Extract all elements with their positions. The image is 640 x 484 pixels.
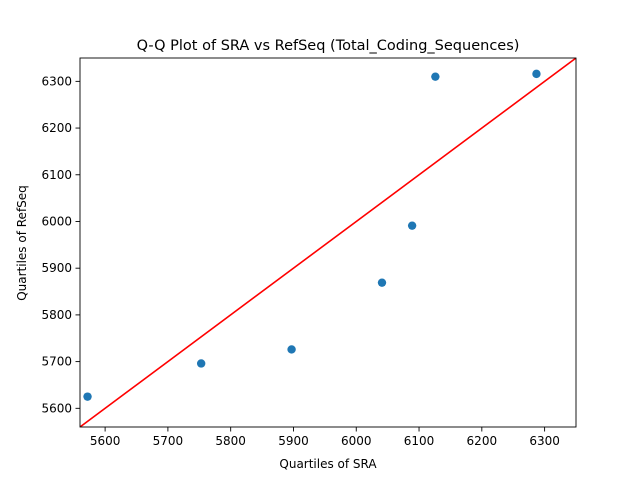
y-tick-label: 6000 <box>41 214 72 228</box>
x-tick-label: 5800 <box>215 434 246 448</box>
x-tick-label: 6300 <box>529 434 560 448</box>
data-point <box>431 72 440 81</box>
data-point <box>287 345 296 354</box>
data-point <box>83 392 92 401</box>
x-tick-label: 6200 <box>467 434 498 448</box>
y-tick-label: 6100 <box>41 168 72 182</box>
y-tick-label: 5600 <box>41 401 72 415</box>
axes-frame <box>79 57 577 428</box>
x-tick-label: 6100 <box>404 434 435 448</box>
y-tick-label: 6300 <box>41 74 72 88</box>
x-tick-label: 5600 <box>90 434 121 448</box>
data-point <box>377 278 387 287</box>
chart-title: Q-Q Plot of SRA vs RefSeq (Total_Coding_… <box>137 38 520 54</box>
data-point <box>196 359 206 368</box>
data-point <box>407 221 417 230</box>
x-tick-label: 5700 <box>153 434 184 448</box>
x-tick-label: 6000 <box>341 434 372 448</box>
y-tick-label: 6200 <box>41 121 72 135</box>
reference-line <box>80 58 576 427</box>
y-tick-label: 5700 <box>41 355 72 369</box>
x-tick-label: 5900 <box>278 434 309 448</box>
data-point <box>532 69 541 79</box>
plot-area: 5600 5700 5800 5900 6000 6100 6200 6300 5600 5700… <box>41 57 577 448</box>
y-tick-label: 5800 <box>41 308 72 322</box>
y-tick-label: 5900 <box>41 261 72 275</box>
y-axis-label: Quartiles of RefSeq <box>15 185 29 301</box>
x-axis-label: Quartiles of SRA <box>279 457 377 471</box>
